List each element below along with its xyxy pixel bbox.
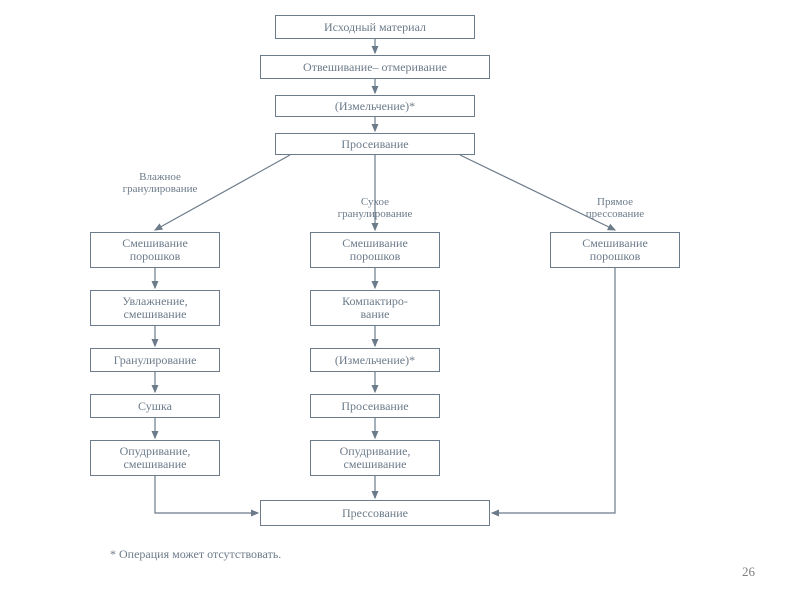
node-pressing: Прессование bbox=[260, 500, 490, 526]
node-left-granulation: Гранулирование bbox=[90, 348, 220, 372]
label-direct-pressing: Прямое прессование bbox=[555, 197, 675, 220]
label-wet-granulation: Влажное гранулирование bbox=[95, 172, 225, 195]
page-number: 26 bbox=[715, 565, 755, 579]
node-left-moisten: Увлажнение, смешивание bbox=[90, 290, 220, 326]
node-center-grinding-opt: (Измельчение)* bbox=[310, 348, 440, 372]
node-left-dusting: Опудривание, смешивание bbox=[90, 440, 220, 476]
node-right-mix-powders: Смешивание порошков bbox=[550, 232, 680, 268]
node-weighing: Отвешивание– отмеривание bbox=[260, 55, 490, 79]
node-center-sieving: Просеивание bbox=[310, 394, 440, 418]
label-dry-granulation: Сухое гранулирование bbox=[315, 197, 435, 220]
node-center-compacting: Компактиро- вание bbox=[310, 290, 440, 326]
node-source-material: Исходный материал bbox=[275, 15, 475, 39]
node-center-dusting: Опудривание, смешивание bbox=[310, 440, 440, 476]
node-sieving: Просеивание bbox=[275, 133, 475, 155]
node-center-mix-powders: Смешивание порошков bbox=[310, 232, 440, 268]
node-left-mix-powders: Смешивание порошков bbox=[90, 232, 220, 268]
footnote: * Операция может отсутствовать. bbox=[110, 548, 530, 561]
node-grinding-opt: (Измельчение)* bbox=[275, 95, 475, 117]
node-left-drying: Сушка bbox=[90, 394, 220, 418]
